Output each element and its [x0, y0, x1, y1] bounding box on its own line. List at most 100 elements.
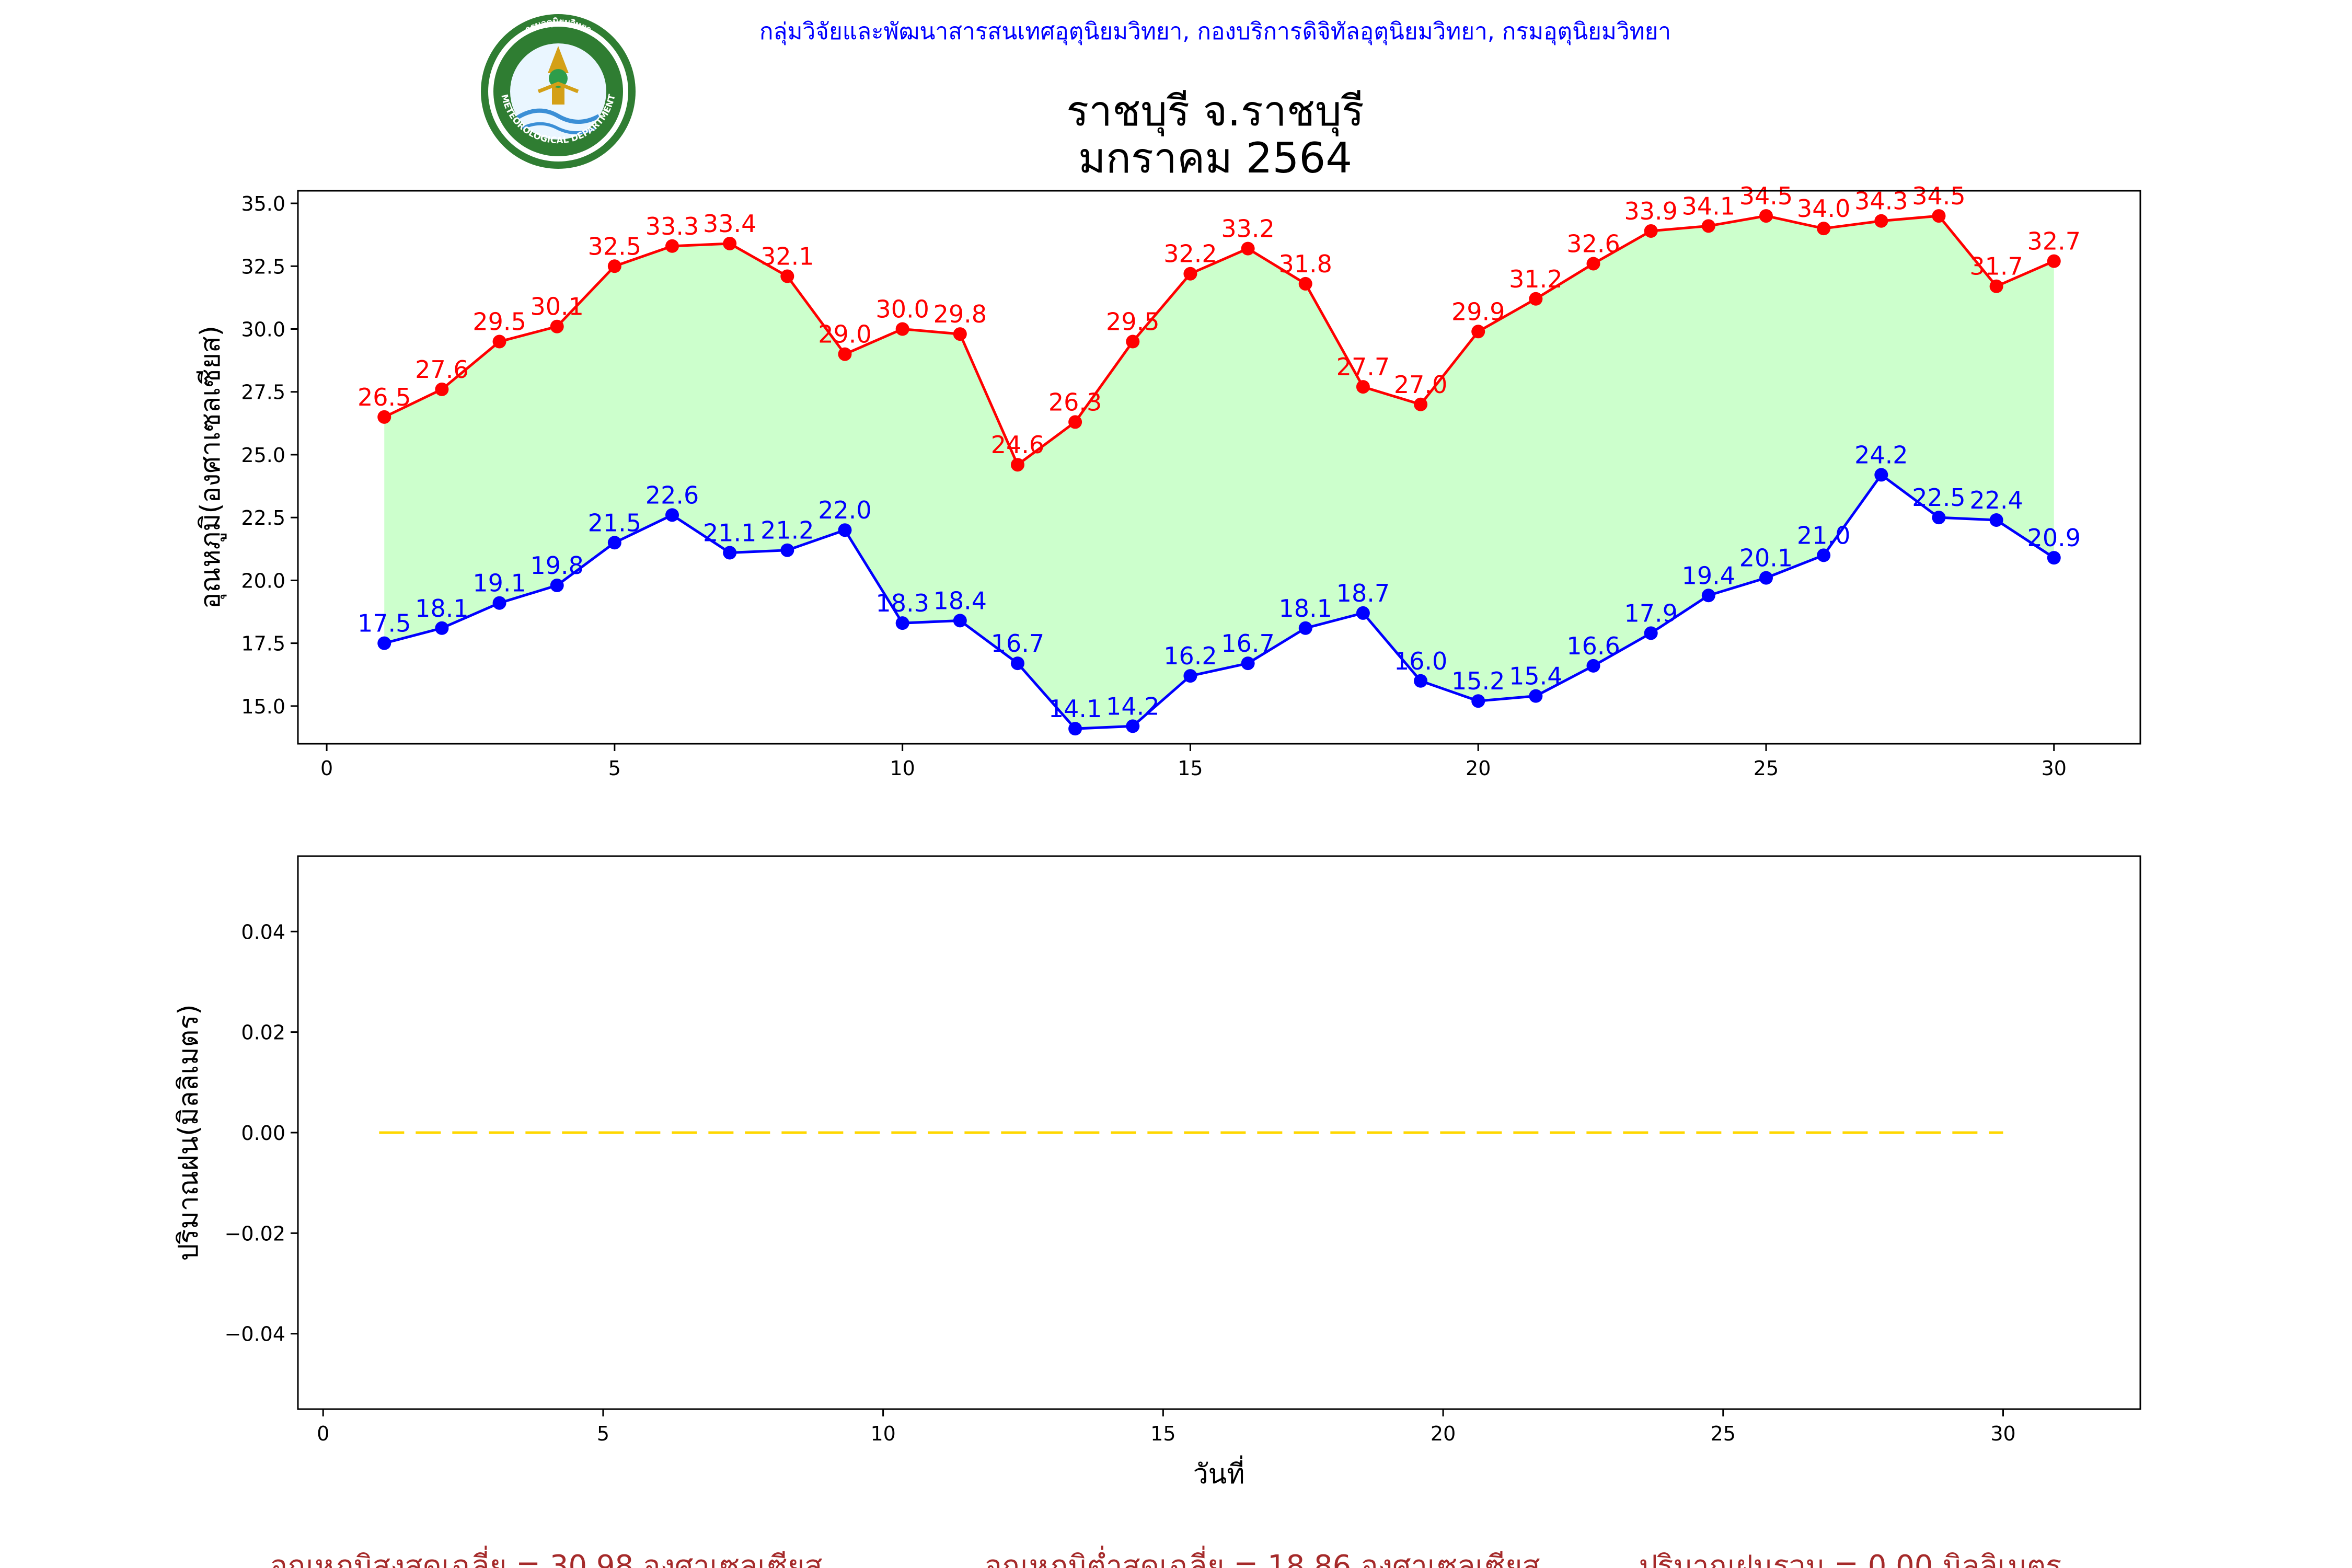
- min-temperature-value-label: 18.3: [875, 589, 929, 617]
- rain-y-tick-label: −0.04: [225, 1323, 285, 1346]
- rain-y-tick-label: 0.00: [241, 1122, 285, 1145]
- min-temperature-point: [1414, 674, 1428, 688]
- max-temperature-value-label: 29.5: [472, 308, 526, 336]
- min-temperature-value-label: 21.0: [1797, 521, 1850, 549]
- min-temperature-point: [1759, 571, 1773, 585]
- temperature-range-band: [384, 216, 2054, 729]
- min-temperature-point: [1126, 719, 1140, 733]
- min-temperature-point: [780, 543, 794, 557]
- min-temperature-value-label: 16.0: [1394, 647, 1447, 675]
- temperature-band-area: [384, 216, 2054, 729]
- temp-x-tick-label: 0: [320, 757, 333, 780]
- month-title: มกราคม 2564: [1078, 134, 1352, 182]
- min-temperature-value-label: 20.9: [2027, 524, 2081, 552]
- max-temperature-point: [838, 347, 852, 361]
- max-temperature-value-label: 27.0: [1394, 371, 1447, 399]
- min-temperature-point: [492, 596, 506, 610]
- rain-x-tick-label: 25: [1711, 1422, 1736, 1445]
- max-temperature-point: [1817, 222, 1831, 236]
- max-temperature-point: [1586, 257, 1600, 271]
- max-temperature-value-label: 27.6: [415, 355, 468, 384]
- min-temperature-point: [1529, 689, 1543, 703]
- temp-x-tick-label: 30: [2042, 757, 2067, 780]
- min-temperature-point: [1644, 626, 1658, 640]
- temp-x-tick-label: 10: [890, 757, 915, 780]
- min-temperature-point: [1701, 589, 1715, 603]
- max-temperature-point: [723, 236, 737, 250]
- max-temperature-value-label: 34.5: [1739, 182, 1793, 210]
- min-temperature-point: [1874, 468, 1888, 482]
- min-temperature-value-label: 19.4: [1682, 561, 1735, 590]
- rain-y-tick-label: 0.04: [241, 920, 285, 943]
- temperature-y-ticks: 15.0 17.5 20.0 22.5 25.0 27.5 30.0 32.5 35.0: [241, 192, 298, 718]
- min-temperature-value-label: 17.5: [358, 609, 411, 638]
- min-temperature-value-label: 22.6: [645, 481, 699, 509]
- min-temperature-point: [1183, 669, 1197, 683]
- min-temperature-value-label: 22.0: [818, 496, 871, 524]
- max-temperature-value-label: 29.5: [1106, 308, 1159, 336]
- temp-x-tick-label: 20: [1466, 757, 1491, 780]
- min-temperature-value-label: 19.8: [530, 551, 583, 580]
- min-temperature-value-label: 21.2: [760, 516, 814, 545]
- rainfall-y-ticks: −0.04 −0.02 0.00 0.02 0.04: [225, 920, 298, 1346]
- max-temperature-point: [1126, 335, 1140, 349]
- min-temperature-point: [1932, 511, 1946, 525]
- max-temperature-value-label: 32.5: [588, 232, 641, 260]
- max-temperature-point: [1644, 224, 1658, 238]
- min-temperature-value-label: 22.5: [1912, 483, 1965, 512]
- max-temperature-value-label: 31.8: [1279, 250, 1332, 278]
- min-temperature-value-label: 14.2: [1106, 692, 1159, 720]
- max-temperature-point: [435, 382, 449, 396]
- max-temperature-point: [2047, 254, 2061, 268]
- rain-y-tick-label: −0.02: [225, 1222, 285, 1245]
- max-temperature-line: [384, 214, 2055, 467]
- min-temperature-value-label: 16.7: [991, 629, 1044, 658]
- max-temperature-point: [1759, 209, 1773, 223]
- max-temperature-value-label: 34.0: [1797, 194, 1850, 223]
- min-temperature-point: [1298, 621, 1312, 635]
- min-temperature-point: [895, 616, 909, 630]
- temp-y-tick-label: 25.0: [241, 444, 285, 467]
- min-temperature-point: [435, 621, 449, 635]
- rain-x-tick-label: 10: [870, 1422, 895, 1445]
- max-temperature-point: [1471, 325, 1485, 339]
- min-temperature-value-label: 21.1: [703, 519, 756, 547]
- max-temperature-value-label: 32.1: [760, 243, 814, 271]
- max-temperature-point: [895, 322, 909, 336]
- max-temperature-value-label: 31.2: [1509, 265, 1562, 293]
- rain-x-tick-label: 5: [597, 1422, 609, 1445]
- min-temperature-point: [1356, 606, 1370, 620]
- min-temperature-point: [838, 523, 852, 537]
- min-temperature-value-label: 17.9: [1624, 599, 1677, 627]
- station-title: ราชบุรี จ.ราชบุรี: [1066, 87, 1364, 136]
- max-temperature-value-label: 29.8: [933, 300, 987, 328]
- min-temperature-value-label: 18.1: [415, 594, 468, 622]
- max-temperature-value-label: 31.7: [1969, 252, 2023, 281]
- rain-x-tick-label: 0: [317, 1422, 329, 1445]
- max-temperature-point: [665, 239, 679, 253]
- min-temperature-value-label: 15.4: [1509, 662, 1562, 690]
- temp-y-tick-label: 20.0: [241, 569, 285, 592]
- min-temperature-value-label: 19.1: [472, 569, 526, 597]
- max-temperature-point: [1414, 397, 1428, 411]
- min-temperature-point: [665, 508, 679, 522]
- rain-y-tick-label: 0.02: [241, 1021, 285, 1044]
- min-temperature-value-label: 24.2: [1854, 441, 1908, 469]
- max-temperature-point: [1068, 415, 1082, 429]
- max-temperature-value-label: 30.1: [530, 293, 583, 321]
- min-temperature-point: [1586, 659, 1600, 673]
- max-temperature-point: [953, 327, 967, 341]
- temperature-chart: 26.527.629.530.132.533.3 33.432.129.030.0…: [195, 182, 2141, 780]
- avg-max-temperature: อุณหภูมิสูงสุดเฉลี่ย = 30.98 องศาเซลเซีย…: [270, 1546, 822, 1568]
- max-temperature-point: [1183, 267, 1197, 281]
- avg-min-temperature: อุณหภูมิต่ำสุดเฉลี่ย = 18.86 องศาเซลเซีย…: [984, 1546, 1540, 1568]
- max-temperature-value-label: 33.3: [645, 212, 699, 240]
- rain-x-tick-label: 30: [1990, 1422, 2015, 1445]
- max-temperature-value-label: 32.7: [2027, 227, 2081, 256]
- temp-x-tick-label: 25: [1754, 757, 1779, 780]
- min-temperature-point: [2047, 551, 2061, 565]
- min-temperature-value-label: 16.2: [1163, 642, 1217, 670]
- max-temperature-value-label: 29.0: [818, 320, 871, 349]
- temperature-plot-frame: [297, 190, 2141, 745]
- min-temperature-point: [1010, 656, 1024, 671]
